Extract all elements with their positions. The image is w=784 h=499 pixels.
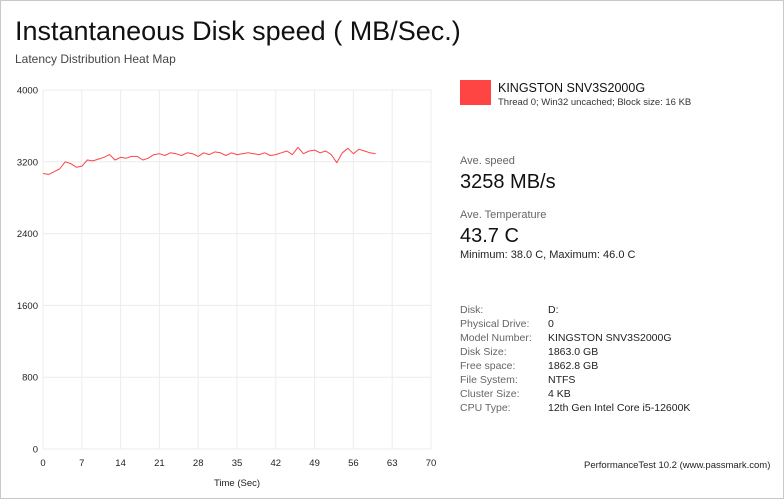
x-tick-label: 0 bbox=[40, 458, 45, 469]
ave-speed-value: 3258 MB/s bbox=[460, 171, 556, 193]
x-tick-label: 7 bbox=[79, 458, 84, 469]
info-key: Disk Size: bbox=[460, 346, 507, 358]
x-tick-label: 14 bbox=[115, 458, 126, 469]
ave-temperature-label: Ave. Temperature bbox=[460, 209, 547, 221]
chart-subtitle: Latency Distribution Heat Map bbox=[15, 52, 176, 66]
y-tick-label: 0 bbox=[33, 445, 38, 456]
info-key: CPU Type: bbox=[460, 402, 511, 414]
x-tick-label: 42 bbox=[271, 458, 282, 469]
series-line-0 bbox=[42, 146, 376, 175]
chart-title: Instantaneous Disk speed ( MB/Sec.) bbox=[15, 16, 461, 46]
info-key: Free space: bbox=[460, 360, 516, 372]
info-value: 12th Gen Intel Core i5-12600K bbox=[548, 402, 691, 414]
info-value: 1863.0 GB bbox=[548, 346, 599, 358]
y-tick-label: 800 bbox=[22, 373, 38, 384]
info-value: NTFS bbox=[548, 374, 576, 386]
temperature-min-max: Minimum: 38.0 C, Maximum: 46.0 C bbox=[460, 249, 636, 261]
x-tick-label: 21 bbox=[154, 458, 165, 469]
app-version-footer: PerformanceTest 10.2 (www.passmark.com) bbox=[584, 460, 771, 471]
info-key: Cluster Size: bbox=[460, 388, 520, 400]
y-tick-label: 4000 bbox=[17, 86, 38, 97]
info-value: 4 KB bbox=[548, 388, 571, 400]
ave-speed-label: Ave. speed bbox=[460, 155, 515, 167]
y-tick-label: 3200 bbox=[17, 157, 38, 168]
y-tick-label: 1600 bbox=[17, 301, 38, 312]
ave-temperature-value: 43.7 C bbox=[460, 225, 519, 247]
info-value: 1862.8 GB bbox=[548, 360, 599, 372]
legend-swatch bbox=[460, 80, 491, 105]
legend-series-description: Thread 0; Win32 uncached; Block size: 16… bbox=[498, 97, 692, 108]
info-key: Model Number: bbox=[460, 332, 532, 344]
y-tick-label: 2400 bbox=[17, 229, 38, 240]
x-tick-label: 49 bbox=[309, 458, 320, 469]
info-key: Disk: bbox=[460, 304, 484, 316]
x-axis-label: Time (Sec) bbox=[214, 478, 260, 489]
x-tick-label: 35 bbox=[232, 458, 243, 469]
x-tick-label: 28 bbox=[193, 458, 204, 469]
legend-series-name: KINGSTON SNV3S2000G bbox=[498, 81, 646, 95]
x-tick-label: 56 bbox=[348, 458, 359, 469]
info-value: KINGSTON SNV3S2000G bbox=[548, 332, 672, 344]
x-tick-label: 63 bbox=[387, 458, 398, 469]
info-key: Physical Drive: bbox=[460, 318, 530, 330]
info-value: D: bbox=[548, 304, 559, 316]
info-key: File System: bbox=[460, 374, 518, 386]
x-tick-label: 70 bbox=[426, 458, 437, 469]
info-value: 0 bbox=[548, 318, 554, 330]
